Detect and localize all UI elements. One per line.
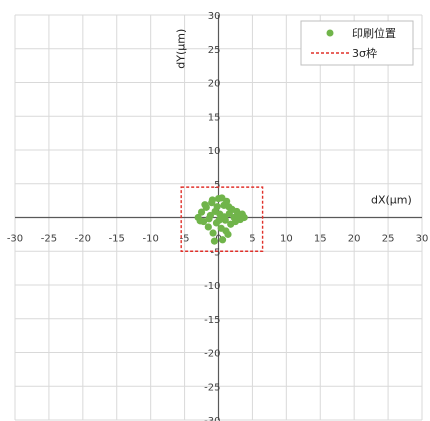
y-tick-label: 30 <box>208 11 221 22</box>
y-tick-label: 15 <box>208 112 221 123</box>
x-tick-label: -15 <box>109 234 125 245</box>
y-axis-label: dY(μm) <box>175 29 188 69</box>
data-points <box>194 194 248 245</box>
three-sigma-frame <box>180 186 264 252</box>
data-point <box>215 216 223 224</box>
data-point <box>233 214 242 222</box>
data-point <box>221 213 229 221</box>
data-point <box>218 194 226 202</box>
x-tick-label: -20 <box>75 234 91 245</box>
data-point <box>210 237 219 245</box>
x-tick-label: -30 <box>7 234 23 245</box>
data-point <box>208 196 216 204</box>
x-tick-label: 25 <box>382 234 395 245</box>
data-point <box>213 203 221 211</box>
legend-label-three-sigma-frame: 3σ枠 <box>352 46 377 60</box>
data-point <box>240 213 248 222</box>
x-tick-label: -5 <box>180 234 190 245</box>
x-tick-label: 10 <box>280 234 293 245</box>
legend: 印刷位置 3σ枠 <box>300 20 414 66</box>
y-tick-label: 5 <box>214 180 220 191</box>
data-point <box>218 236 227 244</box>
y-tick-label: -5 <box>211 247 221 258</box>
x-tick-label: -10 <box>142 234 158 245</box>
data-point <box>205 215 213 223</box>
legend-marker-print-position <box>326 29 334 37</box>
legend-box <box>300 20 414 66</box>
y-tick-label: -20 <box>204 349 220 360</box>
y-tick-label: -30 <box>204 416 220 421</box>
x-tick-label: 15 <box>314 234 327 245</box>
x-tick-label: 0 <box>215 234 221 245</box>
x-tick-labels: -30 -25 -20 -15 -10 -5 0 5 10 15 20 25 30 <box>7 234 429 245</box>
data-point <box>201 201 209 209</box>
three-sigma-frame-layer <box>180 186 264 252</box>
data-point <box>222 227 230 235</box>
x-tick-label: 20 <box>348 234 361 245</box>
y-tick-label: 10 <box>208 146 221 157</box>
x-axis-label: dX(μm) <box>371 194 412 207</box>
x-tick-label: 5 <box>249 234 255 245</box>
x-tick-label: -25 <box>41 234 57 245</box>
y-tick-label: 20 <box>208 79 221 90</box>
y-tick-label: -25 <box>204 382 220 393</box>
y-tick-label: 25 <box>208 45 221 56</box>
data-point <box>196 217 204 225</box>
legend-label-print-position: 印刷位置 <box>352 26 396 40</box>
data-point <box>204 223 212 231</box>
y-tick-label: -10 <box>204 281 220 292</box>
x-tick-label: 30 <box>416 234 429 245</box>
data-point <box>225 203 233 211</box>
data-point <box>209 229 217 237</box>
y-tick-label: -15 <box>204 315 220 326</box>
data-point <box>197 208 206 216</box>
y-tick-labels: -30 -25 -20 -15 -10 -5 5 10 15 20 25 30 <box>204 11 220 421</box>
